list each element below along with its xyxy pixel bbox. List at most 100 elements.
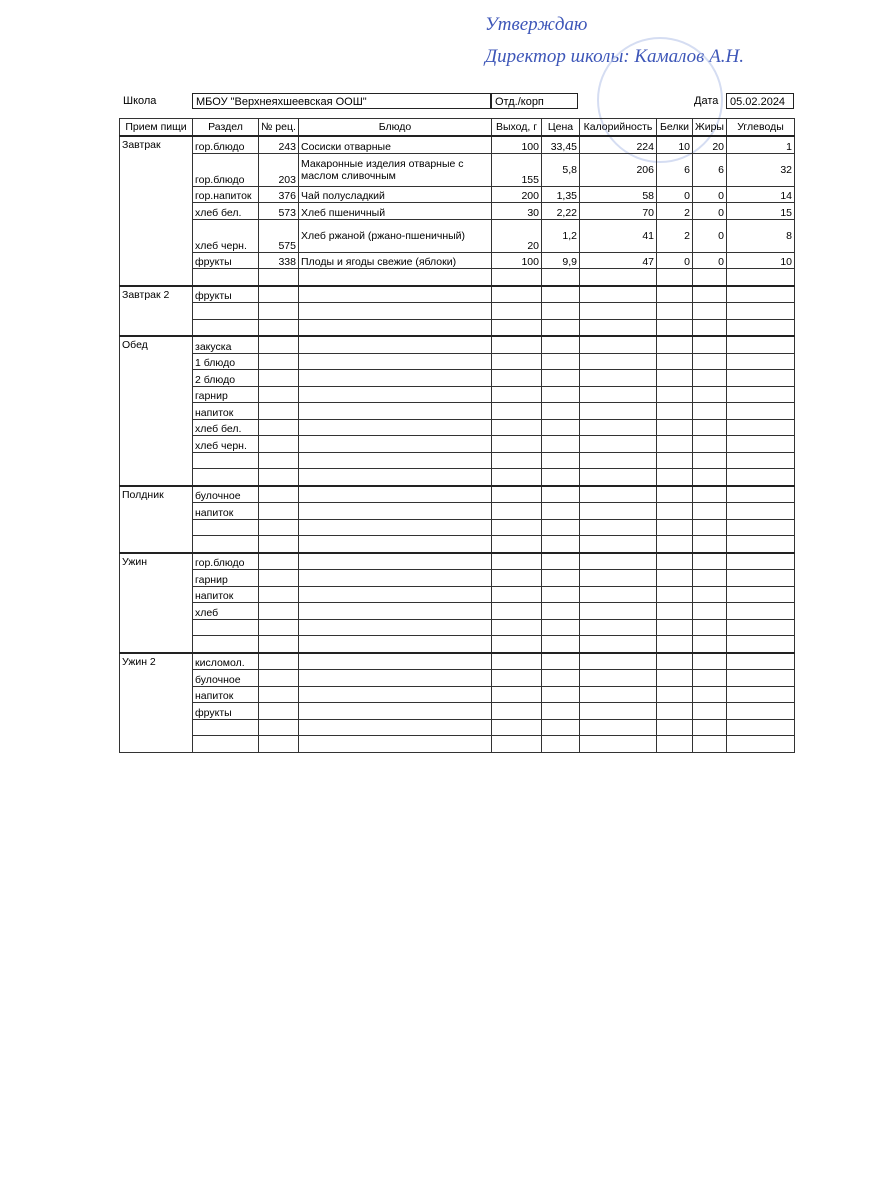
cell bbox=[491, 302, 542, 320]
menu-row: хлеб черн. bbox=[120, 435, 795, 453]
cell bbox=[491, 569, 542, 587]
cell: 47 bbox=[579, 251, 657, 269]
cell bbox=[692, 385, 727, 403]
cell: хлеб черн. bbox=[192, 218, 259, 253]
cell bbox=[541, 669, 580, 687]
cell bbox=[541, 352, 580, 370]
column-header: Белки bbox=[656, 118, 693, 137]
cell bbox=[541, 318, 580, 337]
cell bbox=[541, 284, 580, 303]
cell bbox=[491, 618, 542, 636]
cell: 155 bbox=[491, 152, 542, 187]
cell bbox=[692, 685, 727, 703]
cell bbox=[258, 551, 299, 570]
cell: фрукты bbox=[192, 251, 259, 269]
cell bbox=[491, 535, 542, 553]
column-header: Раздел bbox=[192, 118, 259, 137]
cell bbox=[298, 402, 492, 420]
cell bbox=[298, 669, 492, 687]
cell bbox=[656, 651, 693, 670]
cell: фрукты bbox=[192, 702, 259, 720]
cell bbox=[656, 618, 693, 636]
cell bbox=[298, 535, 492, 553]
menu-row: хлеб бел. 573 Хлеб пшеничный 30 2,22 70 2 0 15 bbox=[120, 202, 795, 220]
cell bbox=[258, 702, 299, 720]
cell bbox=[298, 518, 492, 536]
menu-row bbox=[120, 268, 795, 286]
cell: 14 bbox=[726, 185, 795, 203]
cell bbox=[541, 518, 580, 536]
cell bbox=[726, 268, 795, 286]
cell bbox=[541, 468, 580, 486]
cell bbox=[541, 685, 580, 703]
cell bbox=[491, 669, 542, 687]
cell bbox=[491, 718, 542, 736]
cell: 6 bbox=[692, 152, 727, 187]
cell bbox=[258, 268, 299, 286]
cell bbox=[692, 302, 727, 320]
date: 05.02.2024 bbox=[726, 93, 794, 109]
cell: Плоды и ягоды свежие (яблоки) bbox=[298, 251, 492, 269]
cell bbox=[726, 602, 795, 620]
cell bbox=[656, 268, 693, 286]
cell bbox=[656, 569, 693, 587]
cell bbox=[579, 702, 657, 720]
menu-row: хлеб bbox=[120, 602, 795, 620]
cell: напиток bbox=[192, 685, 259, 703]
cell bbox=[579, 352, 657, 370]
cell bbox=[298, 585, 492, 603]
cell: 8 bbox=[726, 218, 795, 253]
cell bbox=[692, 551, 727, 570]
cell bbox=[491, 518, 542, 536]
menu-row: Завтрак гор.блюдо 243 Сосиски отварные 100 33… bbox=[119, 135, 795, 286]
cell bbox=[258, 669, 299, 687]
cell bbox=[258, 502, 299, 520]
menu-row: гор.блюдо 203 Макаронные изделия отварные … bbox=[120, 152, 795, 187]
cell: хлеб бел. bbox=[192, 418, 259, 436]
cell: хлеб черн. bbox=[192, 435, 259, 453]
cell bbox=[692, 702, 727, 720]
cell bbox=[692, 369, 727, 387]
cell bbox=[726, 418, 795, 436]
cell bbox=[192, 451, 259, 469]
cell: Макаронные изделия отварные с маслом сли… bbox=[298, 152, 492, 187]
menu-row: фрукты bbox=[120, 702, 795, 720]
cell bbox=[298, 335, 492, 354]
cell bbox=[726, 518, 795, 536]
cell: 2,22 bbox=[541, 202, 580, 220]
cell bbox=[541, 402, 580, 420]
cell bbox=[656, 318, 693, 337]
cell bbox=[258, 385, 299, 403]
cell: хлеб bbox=[192, 602, 259, 620]
cell bbox=[258, 284, 299, 303]
cell: 0 bbox=[692, 218, 727, 253]
column-header: Выход, г bbox=[491, 118, 542, 137]
cell bbox=[692, 585, 727, 603]
cell bbox=[258, 618, 299, 636]
menu-row: 1 блюдо bbox=[120, 352, 795, 370]
cell bbox=[541, 268, 580, 286]
cell bbox=[491, 502, 542, 520]
meal-name: Завтрак 2 bbox=[119, 284, 193, 337]
cell bbox=[491, 702, 542, 720]
cell bbox=[579, 302, 657, 320]
cell: Чай полусладкий bbox=[298, 185, 492, 203]
cell bbox=[726, 551, 795, 570]
cell bbox=[298, 451, 492, 469]
cell bbox=[258, 535, 299, 553]
meal-name: Ужин 2 bbox=[119, 651, 193, 753]
cell bbox=[541, 484, 580, 503]
cell bbox=[692, 651, 727, 670]
menu-row: Ужин 2 кисломол. bbox=[119, 651, 795, 753]
cell bbox=[192, 635, 259, 653]
cell: гор.блюдо bbox=[192, 135, 259, 154]
date-label: Дата bbox=[694, 95, 719, 107]
cell bbox=[692, 402, 727, 420]
cell bbox=[298, 502, 492, 520]
cell: 0 bbox=[656, 185, 693, 203]
cell bbox=[692, 569, 727, 587]
cell: 2 bbox=[656, 202, 693, 220]
cell bbox=[692, 669, 727, 687]
approval-line: Утверждаю bbox=[485, 14, 588, 35]
cell: 1 блюдо bbox=[192, 352, 259, 370]
